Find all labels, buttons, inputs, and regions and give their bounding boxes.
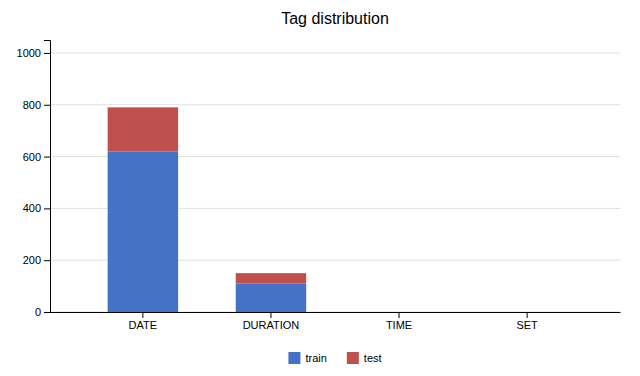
x-tick-mark (527, 312, 528, 318)
legend-item: test (347, 352, 382, 364)
bar (236, 284, 306, 312)
y-tick-mark (44, 208, 50, 209)
y-tick-mark (44, 157, 50, 158)
y-tick-label: 1000 (17, 47, 41, 59)
bar-series (108, 151, 307, 312)
x-tick-mark (142, 312, 143, 318)
y-tick-label: 800 (23, 99, 41, 111)
x-tick-label: SET (516, 319, 538, 331)
bar-series (108, 107, 307, 283)
bar (236, 273, 306, 283)
y-tick-label: 600 (23, 151, 41, 163)
legend: train test (288, 352, 381, 364)
y-tick: 600 (23, 151, 50, 163)
title: Tag distribution (281, 10, 389, 27)
bar (364, 312, 434, 313)
x-axis: DATE DURATION TIME SET (51, 312, 621, 331)
y-tick: 800 (23, 99, 50, 111)
y-tick-mark (44, 105, 50, 106)
grid (50, 53, 620, 312)
x-tick: DATE (129, 312, 158, 331)
y-tick: 400 (23, 202, 50, 214)
bar (108, 107, 178, 151)
legend-swatch (288, 352, 300, 364)
y-axis: 0 200 400 600 800 1000 (17, 41, 51, 319)
bar (364, 312, 434, 313)
y-tick-mark (44, 53, 50, 54)
legend-swatch (347, 352, 359, 364)
bar (108, 151, 178, 312)
grid-line (50, 104, 620, 105)
legend-item: train (288, 352, 326, 364)
bar (492, 312, 562, 313)
x-tick-label: DATE (129, 319, 158, 331)
y-tick: 0 (35, 306, 50, 318)
grid-line (50, 52, 620, 53)
y-tick: 1000 (17, 47, 50, 59)
x-tick: SET (516, 312, 538, 331)
x-tick: DURATION (243, 312, 300, 331)
x-tick-label: DURATION (243, 319, 300, 331)
x-tick-label: TIME (386, 319, 412, 331)
y-tick-label: 400 (23, 202, 41, 214)
y-tick: 200 (23, 254, 50, 266)
x-axis-line (51, 312, 621, 313)
x-tick-mark (270, 312, 271, 318)
y-tick-label: 200 (23, 254, 41, 266)
chart: 0 200 400 600 800 1000 DATE DURATION TIME SET Tag … (0, 0, 640, 376)
bar (492, 312, 562, 313)
y-tick-mark (44, 312, 50, 313)
legend-label: test (364, 352, 382, 364)
y-tick-label: 0 (35, 306, 41, 318)
y-tick-mark (44, 260, 50, 261)
x-tick-mark (399, 312, 400, 318)
y-axis-line (44, 41, 51, 313)
bars (108, 107, 307, 312)
legend-label: train (305, 352, 326, 364)
x-tick: TIME (386, 312, 412, 331)
